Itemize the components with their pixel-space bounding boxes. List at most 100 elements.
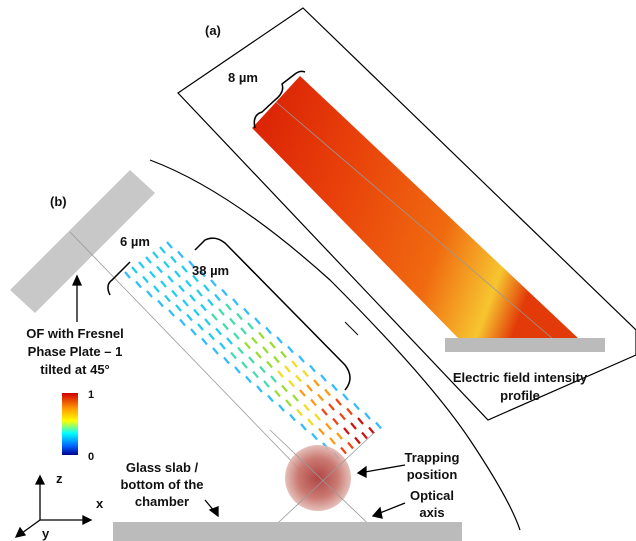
- field-arrow: [314, 380, 319, 386]
- field-profile: [252, 76, 580, 340]
- field-arrow: [198, 324, 203, 330]
- field-arrow: [237, 314, 242, 320]
- field-arrow: [235, 367, 240, 373]
- braces: [108, 238, 350, 390]
- vector-field: [125, 242, 381, 459]
- field-arrow: [164, 262, 169, 268]
- field-arrow: [267, 362, 272, 368]
- trapped-particle: [285, 445, 351, 511]
- field-arrow: [369, 428, 374, 434]
- field-arrow: [223, 324, 228, 330]
- glass-slab: [113, 522, 462, 541]
- field-arrow: [325, 390, 330, 396]
- field-arrow: [211, 280, 216, 286]
- field-arrow: [136, 282, 141, 288]
- field-arrow: [358, 418, 363, 424]
- tick: [345, 322, 358, 335]
- field-arrow: [281, 352, 286, 358]
- field-arrow: [209, 334, 214, 340]
- width-label: 8 µm: [228, 70, 258, 85]
- field-arrow: [143, 277, 148, 283]
- field-arrow: [172, 291, 177, 297]
- field-arrow: [154, 286, 159, 292]
- field-arrow: [179, 286, 184, 292]
- field-arrow: [275, 391, 280, 397]
- field-arrow: [204, 285, 209, 291]
- field-arrow: [260, 367, 265, 373]
- field-arrow: [264, 381, 269, 387]
- field-arrow: [336, 399, 341, 405]
- field-arrow: [297, 410, 302, 416]
- field-arrow: [171, 257, 176, 263]
- field-arrow: [293, 395, 298, 401]
- field-arrow: [312, 434, 317, 440]
- field-arrow: [231, 353, 236, 359]
- width-label: 6 µm: [120, 234, 150, 249]
- field-arrow: [310, 366, 315, 372]
- field-arrow: [212, 314, 217, 320]
- field-arrow: [268, 396, 273, 402]
- field-arrow: [169, 310, 174, 316]
- field-arrow: [244, 309, 249, 315]
- axis-y: y: [42, 526, 50, 541]
- field-arrow: [308, 419, 313, 425]
- field-arrow: [292, 361, 297, 367]
- field-arrow: [277, 337, 282, 343]
- field-arrow: [332, 385, 337, 391]
- field-arrow: [153, 252, 158, 258]
- colorbar-max: 1: [88, 389, 94, 401]
- field-arrow: [202, 339, 207, 345]
- field-arrow: [326, 424, 331, 430]
- field-arrow: [176, 305, 181, 311]
- colorbar: [62, 393, 78, 455]
- field-arrow: [288, 347, 293, 353]
- field-arrow: [300, 390, 305, 396]
- axis-z: z: [56, 471, 63, 486]
- field-arrow: [307, 385, 312, 391]
- field-arrow: [197, 290, 202, 296]
- field-arrow: [299, 356, 304, 362]
- field-arrow: [296, 376, 301, 382]
- field-arrow: [289, 381, 294, 387]
- field-arrow: [183, 300, 188, 306]
- field-arrow: [279, 405, 284, 411]
- field-arrow: [315, 414, 320, 420]
- field-arrow: [303, 371, 308, 377]
- field-arrow: [362, 433, 367, 439]
- field-arrow: [167, 242, 172, 248]
- field-arrow: [311, 400, 316, 406]
- length-label: 38 µm: [192, 263, 229, 278]
- field-arrow: [347, 409, 352, 415]
- panel-label: (a): [205, 23, 221, 38]
- field-arrow: [278, 371, 283, 377]
- field-arrow: [376, 423, 381, 429]
- field-arrow: [241, 328, 246, 334]
- field-arrow: [226, 304, 231, 310]
- field-arrow: [270, 342, 275, 348]
- field-arrow: [165, 296, 170, 302]
- field-arrow: [178, 252, 183, 258]
- field-arrow: [266, 328, 271, 334]
- field-arrow: [125, 272, 130, 278]
- figure: (a) 8 µm Electric field intensityprofile…: [0, 0, 636, 541]
- field-arrow: [340, 414, 345, 420]
- field-arrow: [233, 299, 238, 305]
- field-arrow: [301, 424, 306, 430]
- field-arrow: [205, 319, 210, 325]
- field-arrow: [220, 343, 225, 349]
- field-arrow: [182, 266, 187, 272]
- field-arrow: [146, 257, 151, 263]
- field-arrow: [304, 405, 309, 411]
- field-arrow: [253, 372, 258, 378]
- field-arrow: [285, 366, 290, 372]
- field-arrow: [286, 400, 291, 406]
- field-arrow: [337, 433, 342, 439]
- field-arrow: [245, 343, 250, 349]
- field-arrow: [215, 295, 220, 301]
- field-arrow: [329, 404, 334, 410]
- field-arrow: [355, 438, 360, 444]
